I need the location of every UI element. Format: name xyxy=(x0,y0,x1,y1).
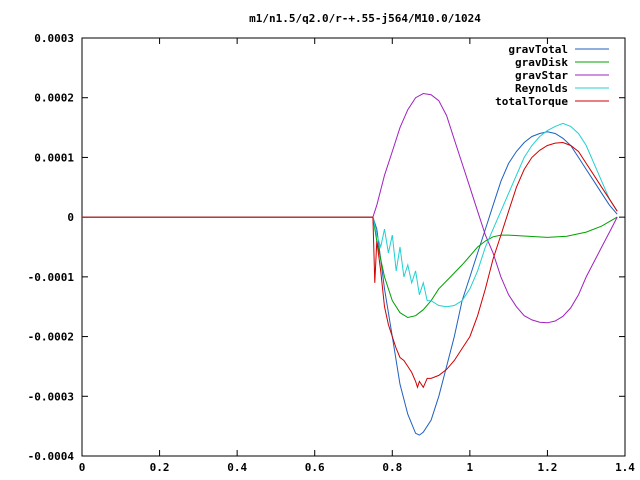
legend-label-totalTorque: totalTorque xyxy=(495,95,568,108)
x-tick-label: 0.8 xyxy=(382,461,402,474)
y-tick-label: 0 xyxy=(67,211,74,224)
series-gravDisk xyxy=(82,216,618,319)
series-lines xyxy=(82,92,618,436)
legend-label-gravDisk: gravDisk xyxy=(515,56,568,69)
x-tick-label: 0 xyxy=(79,461,86,474)
chart-title: m1/n1.5/q2.0/r-+.55-j564/M10.0/1024 xyxy=(249,12,481,25)
y-tick-label: -0.0002 xyxy=(28,331,74,344)
x-tick-label: 1.2 xyxy=(537,461,557,474)
legend-label-Reynolds: Reynolds xyxy=(515,82,568,95)
legend: gravTotalgravDiskgravStarReynoldstotalTo… xyxy=(495,43,609,108)
series-Reynolds xyxy=(82,122,618,308)
legend-label-gravTotal: gravTotal xyxy=(508,43,568,56)
series-gravTotal xyxy=(82,131,618,436)
y-tick-label: 0.0003 xyxy=(34,32,74,45)
series-totalTorque xyxy=(82,141,618,389)
legend-label-gravStar: gravStar xyxy=(515,69,568,82)
y-tick-label: -0.0001 xyxy=(28,271,75,284)
plot-frame xyxy=(81,37,626,457)
x-tick-label: 0.2 xyxy=(150,461,170,474)
y-tick-label: -0.0004 xyxy=(28,450,75,463)
y-tick-label: -0.0003 xyxy=(28,390,74,403)
x-tick-label: 1 xyxy=(467,461,474,474)
x-tick-label: 0.4 xyxy=(227,461,247,474)
x-tick-label: 0.6 xyxy=(305,461,325,474)
series-gravStar xyxy=(82,92,618,324)
y-tick-label: 0.0002 xyxy=(34,92,74,105)
axis-ticks: 0 0.2 0.4 0.6 0.8 1 1.2 1.4 -0.0004 -0.0003 -0.000… xyxy=(28,32,636,474)
y-tick-label: 0.0001 xyxy=(34,151,74,164)
x-tick-label: 1.4 xyxy=(615,461,635,474)
